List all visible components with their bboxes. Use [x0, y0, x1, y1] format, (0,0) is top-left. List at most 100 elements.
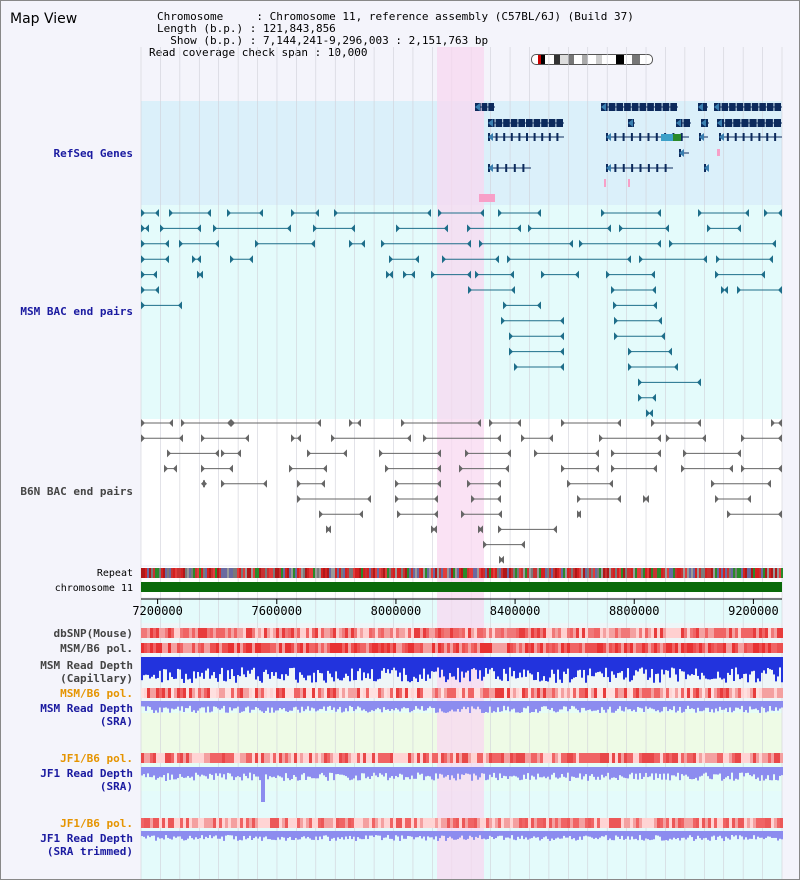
jf1-b6-pol-trim-cell: [207, 818, 210, 828]
repeat-feature: [271, 568, 273, 578]
jf1-depth-trim-bar: [753, 831, 755, 836]
msm-depth-capillary-bar: [449, 657, 451, 674]
jf1-b6-pol-cell: [603, 753, 606, 763]
dbsnp-cell: [606, 628, 609, 638]
b6n-bac-pair-end: [767, 479, 771, 488]
repeat-feature: [715, 568, 717, 578]
repeat-feature: [747, 568, 749, 578]
msm-b6-pol-sra-cell: [582, 688, 585, 698]
jf1-depth-sra-bar: [495, 767, 497, 778]
msm-depth-capillary-bar: [267, 657, 269, 675]
jf1-b6-pol-trim-cell: [414, 818, 417, 828]
jf1-depth-trim-bar: [563, 831, 565, 836]
msm-b6-pol-cell: [276, 643, 279, 653]
repeat-feature: [151, 568, 153, 578]
msm-depth-sra-bar: [779, 701, 781, 709]
msm-depth-capillary-bar: [507, 657, 509, 682]
dbsnp-cell: [390, 628, 393, 638]
jf1-b6-pol-trim-cell: [198, 818, 201, 828]
jf1-b6-pol-trim-cell: [444, 818, 447, 828]
dbsnp-cell: [666, 628, 669, 638]
gene-exon: [766, 133, 769, 141]
jf1-b6-pol-trim-cell: [225, 818, 228, 828]
msm-depth-capillary-bar: [277, 657, 279, 679]
b6n-bac-pair-end: [498, 510, 502, 519]
msm-bac-pair-end: [480, 209, 484, 217]
msm-depth-sra-bar: [611, 701, 613, 713]
msm-bac-pair-end: [761, 270, 765, 279]
msm-b6-pol-cell: [687, 643, 690, 653]
jf1-depth-trim-bar: [743, 831, 745, 840]
jf1-b6-pol-cell: [183, 753, 186, 763]
msm-b6-pol-sra-cell: [774, 688, 777, 698]
dbsnp-cell: [183, 628, 186, 638]
msm-b6-pol-cell: [240, 643, 243, 653]
jf1-b6-pol-trim-cell: [405, 818, 408, 828]
jf1-b6-pol-trim-cell: [276, 818, 279, 828]
jf1-depth-sra-bar: [183, 767, 185, 778]
jf1-depth-trim-bar: [583, 831, 585, 837]
repeat-feature: [447, 568, 449, 578]
dbsnp-cell: [369, 628, 372, 638]
msm-depth-sra-bar: [489, 701, 491, 707]
chromosome-ideogram[interactable]: [531, 54, 653, 65]
msm-b6-pol-sra-cell: [558, 688, 561, 698]
msm-b6-pol-cell: [384, 643, 387, 653]
msm-depth-sra-bar: [407, 701, 409, 709]
msm-depth-capillary-bar: [773, 657, 775, 675]
msm-bac-pair-end: [511, 286, 515, 294]
jf1-depth-trim-bar: [731, 831, 733, 836]
jf1-depth-trim-bar: [369, 831, 371, 836]
dbsnp-cell: [174, 628, 177, 638]
gene-exon: [757, 119, 765, 127]
msm-depth-sra-bar: [775, 701, 777, 708]
jf1-depth-trim-bar: [771, 831, 773, 838]
msm-depth-capillary-bar: [625, 657, 627, 678]
dbsnp-cell: [780, 628, 783, 638]
msm-b6-pol-sra-cell: [675, 688, 678, 698]
jf1-b6-pol-trim-cell: [531, 818, 534, 828]
jf1-depth-sra-bar: [657, 767, 659, 779]
msm-b6-pol-sra-cell: [477, 688, 480, 698]
jf1-depth-sra-bar: [529, 767, 531, 780]
jf1-b6-pol-trim-cell: [384, 818, 387, 828]
dbsnp-cell: [771, 628, 774, 638]
repeat-feature: [169, 568, 171, 578]
repeat-feature: [269, 568, 271, 578]
msm-depth-capillary-bar: [387, 657, 389, 670]
jf1-depth-trim-bar: [627, 831, 629, 837]
jf1-depth-sra-bar: [277, 767, 279, 776]
msm-depth-sra-bar: [645, 701, 647, 707]
repeat-feature: [437, 568, 439, 578]
msm-b6-pol-cell: [183, 643, 186, 653]
msm-bac-pair-end: [259, 209, 263, 217]
msm-depth-sra-bar: [481, 701, 483, 713]
position-axis: 7200000 7600000 8000000 8400000 8800000 92000…: [132, 598, 782, 618]
msm-depth-capillary-bar: [349, 657, 351, 682]
jf1-b6-pol-trim-cell: [357, 818, 360, 828]
msm-depth-sra-bar: [365, 701, 367, 712]
gene-exon: [773, 119, 781, 127]
jf1-b6-pol-trim-cell: [726, 818, 729, 828]
jf1-depth-sra-bar: [583, 767, 585, 777]
axis-tick-label: 8400000: [490, 604, 541, 618]
repeat-feature: [585, 568, 587, 578]
msm-depth-sra-bar: [777, 701, 779, 711]
dbsnp-cell: [432, 628, 435, 638]
jf1-depth-sra-bar: [211, 767, 213, 775]
repeat-feature: [241, 568, 243, 578]
repeat-feature: [439, 568, 441, 578]
repeat-feature: [403, 568, 405, 578]
msm-b6-pol-sra-cell: [258, 688, 261, 698]
jf1-depth-trim-bar: [327, 831, 329, 837]
jf1-b6-pol-cell: [285, 753, 288, 763]
jf1-depth-sra-bar: [617, 767, 619, 780]
highlight-region[interactable]: [437, 47, 484, 879]
jf1-b6-pol-cell: [609, 753, 612, 763]
msm-depth-capillary-bar: [631, 657, 633, 681]
repeat-feature: [569, 568, 571, 578]
msm-depth-sra-bar: [637, 701, 639, 707]
jf1-b6-pol-cell: [306, 753, 309, 763]
msm-bac-pair-end: [510, 270, 514, 279]
